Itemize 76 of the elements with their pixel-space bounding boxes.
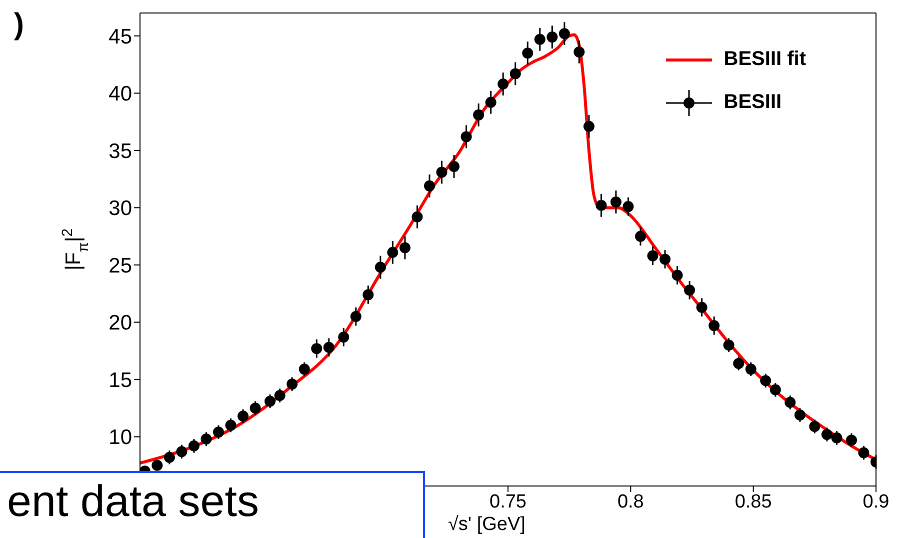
point xyxy=(387,246,398,258)
point xyxy=(610,196,622,208)
legend-label: BESIII fit xyxy=(724,48,806,71)
point xyxy=(176,446,188,458)
point xyxy=(460,131,472,142)
point xyxy=(770,384,781,396)
point xyxy=(448,160,460,172)
point xyxy=(546,32,558,43)
point xyxy=(622,201,634,212)
y-tick-label: 30 xyxy=(108,197,132,220)
point xyxy=(374,262,386,273)
point xyxy=(485,96,496,108)
point xyxy=(338,332,350,343)
point xyxy=(213,426,224,438)
annotation: ent data sets xyxy=(7,477,259,527)
point xyxy=(200,434,212,445)
point xyxy=(152,460,163,471)
point xyxy=(534,34,546,45)
x-tick-label: 0.9 xyxy=(862,491,890,512)
y-tick-label: 40 xyxy=(108,82,132,106)
point xyxy=(634,230,646,242)
point xyxy=(733,358,744,369)
point xyxy=(473,109,484,120)
point xyxy=(522,48,534,59)
point xyxy=(846,434,857,446)
legend-label: BESIII xyxy=(724,91,782,114)
point xyxy=(723,340,734,351)
point xyxy=(696,302,708,313)
x-tick-label: 0.8 xyxy=(617,491,644,512)
point xyxy=(298,364,310,375)
point xyxy=(794,409,806,420)
point xyxy=(164,452,175,463)
point xyxy=(858,447,870,458)
point xyxy=(225,420,236,431)
y-tick-label: 25 xyxy=(108,254,132,278)
point xyxy=(238,410,249,422)
y-tick-label: 15 xyxy=(108,368,132,392)
point xyxy=(596,200,607,211)
text: ) xyxy=(14,8,24,42)
point xyxy=(583,120,594,132)
point xyxy=(831,432,842,444)
point xyxy=(760,375,772,386)
point xyxy=(574,46,585,58)
point xyxy=(647,250,658,262)
point xyxy=(424,180,435,192)
point xyxy=(809,420,820,432)
point xyxy=(708,320,720,332)
point xyxy=(821,428,832,440)
point xyxy=(350,311,362,322)
point xyxy=(684,284,696,296)
point xyxy=(412,211,423,222)
point xyxy=(436,166,448,178)
y-tick-label: 10 xyxy=(108,426,132,450)
point xyxy=(264,396,276,407)
caption-box: ent data sets xyxy=(0,471,425,538)
x-axis-title: √s' [GeV] xyxy=(448,514,526,535)
point xyxy=(286,378,298,390)
point xyxy=(498,78,509,90)
point xyxy=(399,242,410,254)
y-tick-label: 45 xyxy=(108,25,132,48)
point xyxy=(660,254,671,265)
point xyxy=(672,270,683,281)
point xyxy=(558,28,570,40)
y-tick-label: 20 xyxy=(108,312,132,335)
point xyxy=(362,289,374,300)
point xyxy=(188,440,200,452)
point xyxy=(745,364,756,375)
point xyxy=(274,390,286,402)
x-tick-label: 0.75 xyxy=(490,491,526,512)
point xyxy=(510,68,521,80)
y-tick-label: 35 xyxy=(108,140,132,163)
point xyxy=(784,396,796,408)
x-tick-label: 0.85 xyxy=(734,491,772,512)
point xyxy=(323,342,334,353)
point xyxy=(250,402,261,414)
point xyxy=(311,343,322,354)
